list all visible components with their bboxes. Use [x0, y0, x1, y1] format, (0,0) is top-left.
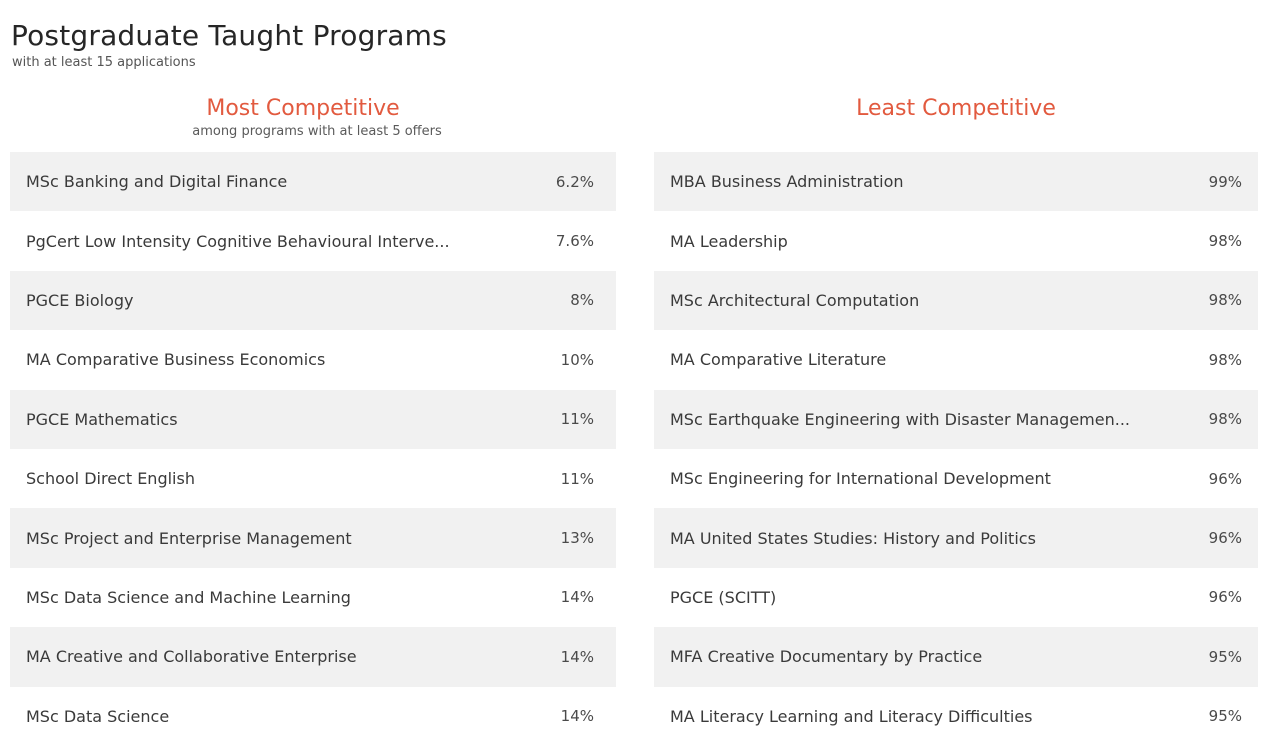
offer-rate: 96% [1208, 529, 1242, 548]
offer-rate: 98% [1208, 291, 1242, 310]
table-row: MSc Architectural Computation 98% [654, 270, 1258, 331]
program-name: MSc Project and Enterprise Management [26, 528, 352, 548]
offer-rate: 6.2% [555, 172, 594, 191]
offer-rate: 95% [1208, 707, 1242, 726]
table-row: MSc Data Science and Machine Learning 14… [10, 568, 616, 627]
table-row: MSc Data Science 14% [10, 687, 616, 746]
table-row: MFA Creative Documentary by Practice 95% [654, 627, 1258, 687]
most-competitive-note: among programs with at least 5 offers [192, 124, 442, 139]
page-title: Postgraduate Taught Programs [11, 19, 447, 52]
table-row: School Direct English 11% [10, 449, 616, 508]
program-name: MA Creative and Collaborative Enterprise [26, 647, 357, 667]
table-row: MA Comparative Literature 98% [654, 330, 1258, 389]
program-name: School Direct English [26, 469, 195, 489]
offer-rate: 14% [560, 588, 594, 607]
most-competitive-list: MSc Banking and Digital Finance 6.2% PgC… [10, 152, 616, 746]
program-name: MSc Engineering for International Develo… [670, 469, 1051, 489]
program-name: PgCert Low Intensity Cognitive Behaviour… [26, 231, 450, 251]
offer-rate: 14% [560, 647, 594, 666]
table-row: PgCert Low Intensity Cognitive Behaviour… [10, 211, 616, 270]
program-name: MSc Banking and Digital Finance [26, 172, 288, 192]
program-name: PGCE Biology [26, 290, 134, 310]
program-name: MSc Earthquake Engineering with Disaster… [670, 409, 1130, 429]
table-row: MA Comparative Business Economics 10% [10, 330, 616, 389]
table-row: PGCE (SCITT) 96% [654, 568, 1258, 627]
offer-rate: 98% [1208, 232, 1242, 251]
offer-rate: 95% [1208, 647, 1242, 666]
table-row: MSc Banking and Digital Finance 6.2% [10, 152, 616, 212]
offer-rate: 10% [560, 350, 594, 369]
table-row: MSc Project and Enterprise Management 13… [10, 508, 616, 568]
table-row: MA United States Studies: History and Po… [654, 508, 1258, 568]
table-row: MA Creative and Collaborative Enterprise… [10, 627, 616, 687]
offer-rate: 96% [1208, 588, 1242, 607]
program-name: MSc Data Science and Machine Learning [26, 587, 351, 607]
program-name: MSc Architectural Computation [670, 290, 920, 310]
program-name: MA Leadership [670, 231, 788, 251]
least-competitive-heading: Least Competitive [856, 96, 1056, 121]
table-row: PGCE Biology 8% [10, 270, 616, 331]
offer-rate: 98% [1208, 410, 1242, 429]
table-row: MA Literacy Learning and Literacy Diffic… [654, 687, 1258, 746]
page-subtitle: with at least 15 applications [12, 55, 196, 70]
offer-rate: 96% [1208, 469, 1242, 488]
offer-rate: 99% [1208, 172, 1242, 191]
program-name: MA Comparative Business Economics [26, 350, 326, 370]
program-name: MA Comparative Literature [670, 350, 887, 370]
program-name: PGCE (SCITT) [670, 587, 777, 607]
table-row: MA Leadership 98% [654, 211, 1258, 270]
program-name: MA United States Studies: History and Po… [670, 528, 1036, 548]
offer-rate: 13% [560, 529, 594, 548]
offer-rate: 11% [560, 410, 594, 429]
program-name: MSc Data Science [26, 706, 170, 726]
table-row: MBA Business Administration 99% [654, 152, 1258, 212]
program-name: PGCE Mathematics [26, 409, 178, 429]
offer-rate: 8% [570, 291, 594, 310]
program-name: MBA Business Administration [670, 172, 904, 192]
offer-rate: 11% [560, 469, 594, 488]
table-row: MSc Engineering for International Develo… [654, 449, 1258, 508]
offer-rate: 14% [560, 707, 594, 726]
most-competitive-heading: Most Competitive [206, 96, 400, 121]
program-name: MFA Creative Documentary by Practice [670, 647, 983, 667]
offer-rate: 98% [1208, 350, 1242, 369]
least-competitive-list: MBA Business Administration 99% MA Leade… [654, 152, 1258, 746]
program-name: MA Literacy Learning and Literacy Diffic… [670, 706, 1033, 726]
offer-rate: 7.6% [555, 232, 594, 251]
table-row: MSc Earthquake Engineering with Disaster… [654, 389, 1258, 449]
table-row: PGCE Mathematics 11% [10, 389, 616, 449]
